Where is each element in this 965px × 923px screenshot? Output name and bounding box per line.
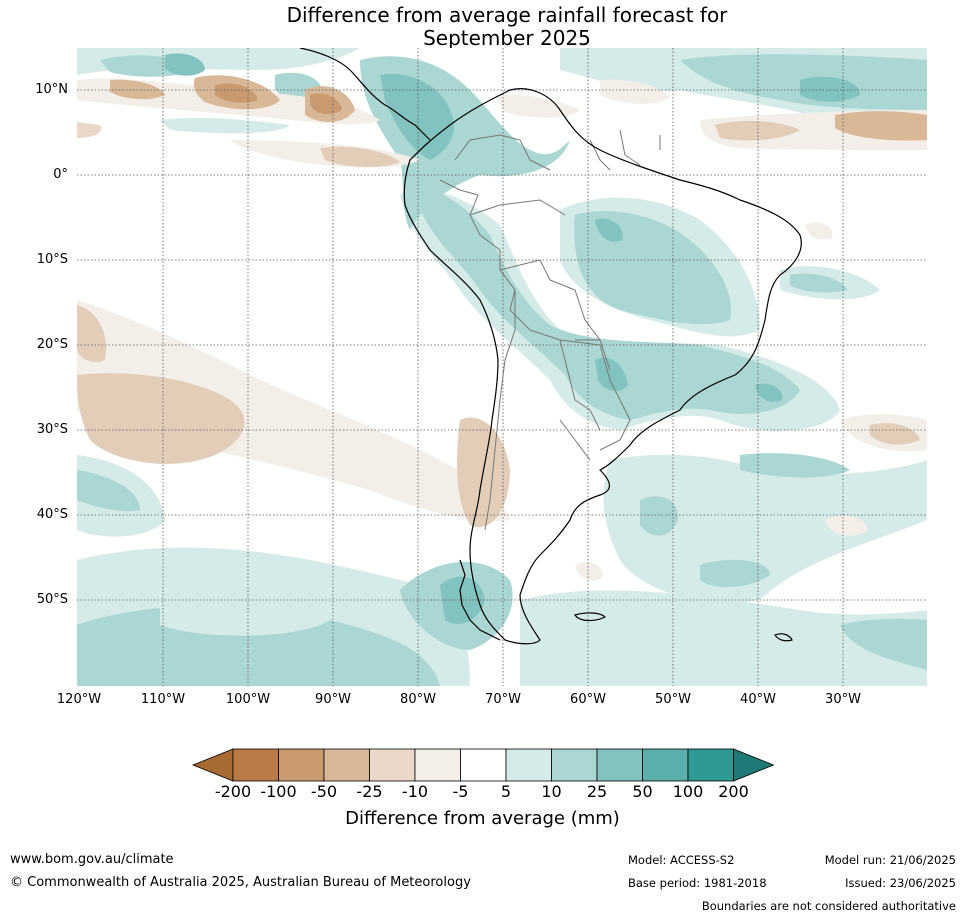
- lon-label-40w: 40°W: [740, 692, 776, 707]
- wet-anomaly-south-america: [400, 189, 880, 431]
- lat-label-20s: 20°S: [36, 337, 68, 352]
- lon-label-120w: 120°W: [56, 692, 102, 707]
- footer-model: Model: ACCESS-S2: [628, 853, 735, 867]
- graticule: [77, 48, 927, 686]
- legend-tick-label: -5: [452, 782, 469, 801]
- legend-tick-label: 100: [672, 782, 704, 801]
- map-title: Difference from average rainfall forecas…: [0, 4, 965, 50]
- title-line-1: Difference from average rainfall forecas…: [286, 3, 728, 27]
- legend-swatch: [414, 748, 461, 782]
- dry-anomaly-tropics: [77, 75, 927, 581]
- lat-label-50s: 50°S: [36, 592, 68, 607]
- legend-swatch: [596, 748, 643, 782]
- footer-base-period: Base period: 1981-2018: [628, 876, 767, 890]
- wet-anomaly-tropics: [77, 48, 927, 230]
- footer-website: www.bom.gov.au/climate: [10, 852, 174, 867]
- country-borders: [439, 129, 661, 531]
- lat-label-equator: 0°: [53, 167, 68, 182]
- legend-swatch: [505, 748, 552, 782]
- legend-tick-label: -25: [356, 782, 383, 801]
- legend-swatch: [551, 748, 598, 782]
- lon-label-30w: 30°W: [825, 692, 861, 707]
- wet-anomaly-southern-ocean: [77, 453, 927, 686]
- legend-extend-low: [191, 748, 234, 782]
- legend-swatch: [369, 748, 416, 782]
- legend-tick-label: 10: [541, 782, 562, 801]
- lat-label-10s: 10°S: [36, 252, 68, 267]
- footer-issued: Issued: 23/06/2025: [845, 876, 956, 890]
- footer-copyright: © Commonwealth of Australia 2025, Austra…: [10, 875, 471, 890]
- legend-tick-label: 50: [632, 782, 653, 801]
- lon-label-90w: 90°W: [315, 692, 351, 707]
- lat-label-30s: 30°S: [36, 422, 68, 437]
- lon-label-70w: 70°W: [485, 692, 521, 707]
- legend-swatch: [642, 748, 689, 782]
- lon-label-110w: 110°W: [140, 692, 186, 707]
- legend-tick-label: 25: [586, 782, 608, 801]
- legend-tick-label: 200: [718, 782, 749, 801]
- legend-swatch: [232, 748, 279, 782]
- legend-caption: Difference from average (mm): [345, 808, 620, 829]
- lon-label-50w: 50°W: [655, 692, 691, 707]
- legend-tick-label: -50: [310, 782, 338, 801]
- legend-extend-high: [733, 748, 775, 782]
- legend-tick-label: -200: [214, 782, 252, 801]
- lon-label-80w: 80°W: [400, 692, 436, 707]
- legend-swatch: [323, 748, 370, 782]
- dry-anomaly-south-pacific: [77, 300, 927, 536]
- legend-swatch: [460, 748, 507, 782]
- lon-label-100w: 100°W: [225, 692, 271, 707]
- lat-label-40s: 40°S: [36, 507, 68, 522]
- footer-disclaimer: Boundaries are not considered authoritat…: [701, 899, 956, 913]
- legend-swatch: [687, 748, 734, 782]
- legend-tick-label: -100: [260, 782, 297, 801]
- legend-swatch: [278, 748, 325, 782]
- lon-label-60w: 60°W: [570, 692, 606, 707]
- legend-tick-label: -10: [401, 782, 429, 801]
- coastlines: [299, 48, 802, 645]
- legend-tick-label: 5: [500, 782, 512, 801]
- title-line-2: September 2025: [423, 26, 591, 50]
- lat-label-10n: 10°N: [35, 82, 68, 97]
- footer-model-run: Model run: 21/06/2025: [824, 853, 956, 867]
